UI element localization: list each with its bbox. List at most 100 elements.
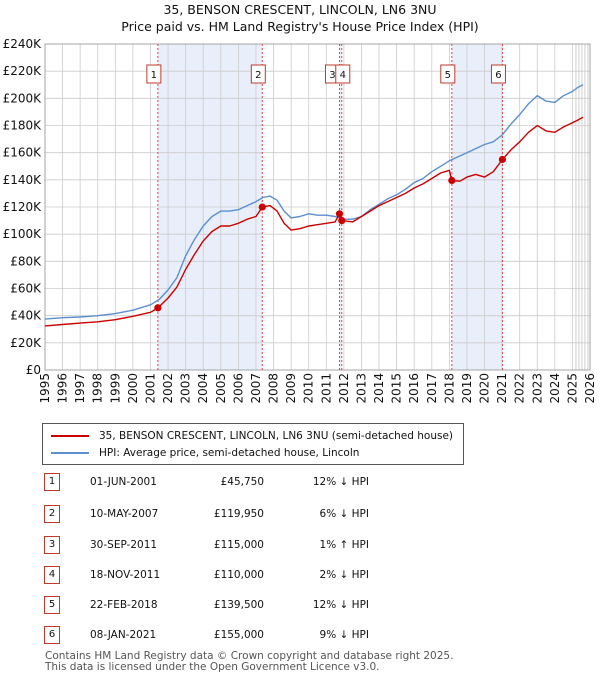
y-tick-label: £80K: [10, 254, 42, 268]
x-tick-label: 2010: [302, 373, 316, 404]
x-tick-label: 2012: [337, 373, 351, 404]
sale-price: £45,750: [220, 476, 264, 488]
x-tick-label: 2020: [478, 373, 492, 404]
x-tick-label: 2009: [284, 373, 298, 404]
x-tick-label: 1999: [108, 373, 122, 404]
sale-date: 30-SEP-2011: [90, 539, 158, 551]
sale-price: £119,950: [213, 508, 264, 520]
sale-number-box-label: 3: [329, 70, 335, 81]
x-tick-label: 2004: [196, 373, 210, 404]
x-tick-label: 2001: [143, 373, 157, 404]
x-tick-label: 2015: [390, 373, 404, 404]
sale-number-badge: 1: [44, 473, 60, 491]
table-row: 5 22-FEB-2018 £139,500 12% ↓ HPI: [42, 596, 442, 616]
x-tick-label: 1997: [73, 373, 87, 404]
sale-point: [338, 216, 346, 225]
x-tick-label: 1995: [38, 373, 52, 404]
x-tick-label: 2003: [179, 373, 193, 404]
legend-red-label: 35, BENSON CRESCENT, LINCOLN, LN6 3NU (s…: [99, 430, 454, 442]
table-row: 6 08-JAN-2021 £155,000 9% ↓ HPI: [42, 626, 442, 646]
sale-number-box: [490, 64, 506, 84]
y-tick-label: £140K: [3, 173, 43, 187]
chart-title-line2: Price paid vs. HM Land Registry's House …: [121, 19, 479, 34]
sale-number-box: [440, 64, 456, 84]
legend-entry-price-paid: 35, BENSON CRESCENT, LINCOLN, LN6 3NU (s…: [51, 428, 453, 444]
sale-number-badge: 2: [44, 505, 60, 523]
x-tick-label: 2026: [583, 373, 597, 404]
sale-hpi-diff: 12% ↓ HPI: [312, 599, 369, 611]
sale-date: 01-JUN-2001: [90, 476, 157, 488]
x-tick-label: 2025: [565, 373, 579, 404]
table-row: 2 10-MAY-2007 £119,950 6% ↓ HPI: [42, 505, 442, 525]
sale-date: 18-NOV-2011: [90, 569, 161, 581]
y-tick-label: £20K: [10, 336, 42, 350]
y-tick-label: £60K: [10, 282, 42, 296]
sale-price: £155,000: [213, 629, 264, 641]
x-tick-label: 2016: [407, 373, 421, 404]
y-tick-label: £100K: [3, 227, 43, 241]
legend-blue-line-swatch: [51, 452, 89, 454]
x-tick-label: 2007: [249, 373, 263, 404]
sale-point: [448, 176, 456, 185]
x-tick-label: 2017: [425, 373, 439, 404]
sale-point: [258, 203, 266, 211]
x-tick-label: 2014: [372, 373, 386, 404]
price-chart: £0 £20K £40K £60K £80K £100K £120K £140K £160K £1…: [3, 37, 597, 404]
sale-date: 08-JAN-2021: [90, 629, 157, 641]
x-tick-label: 1998: [91, 373, 105, 404]
sale-hpi-diff: 6% ↓ HPI: [319, 508, 369, 520]
sale-number-badge: 5: [44, 596, 60, 614]
y-tick-label: £240K: [3, 37, 43, 51]
sale-price: £139,500: [213, 599, 264, 611]
plot-frame: [44, 43, 591, 371]
sale-number-box-label: 6: [495, 70, 501, 81]
licence-text: This data is licensed under the Open Gov…: [45, 661, 380, 673]
sale-point: [498, 155, 507, 164]
sale-hpi-diff: 12% ↓ HPI: [312, 476, 369, 488]
legend-red-line-swatch: [51, 435, 89, 437]
sale-date: 10-MAY-2007: [90, 508, 159, 520]
sale-number-box-label: 1: [151, 70, 157, 81]
y-tick-label: £180K: [3, 119, 43, 133]
sale-point: [154, 304, 162, 312]
sale-price: £110,000: [213, 569, 264, 581]
sale-number-box-label: 4: [340, 70, 346, 81]
x-tick-label: 2021: [495, 373, 509, 404]
legend-blue-label: HPI: Average price, semi-detached house,…: [99, 447, 360, 459]
sale-number-box-label: 5: [445, 70, 451, 81]
x-tick-label: 2006: [231, 373, 245, 404]
chart-title-line1: 35, BENSON CRESCENT, LINCOLN, LN6 3NU: [163, 2, 437, 17]
sale-number-badge: 3: [44, 536, 60, 554]
sale-price: £115,000: [213, 539, 264, 551]
sale-number-box-label: 2: [255, 70, 261, 81]
x-tick-label: 2018: [442, 373, 456, 404]
y-tick-label: £120K: [3, 200, 43, 214]
x-tick-label: 2005: [214, 373, 228, 404]
x-tick-label: 1996: [56, 373, 70, 404]
x-tick-label: 2000: [126, 373, 140, 404]
sale-number-box: [250, 64, 266, 84]
copyright-text: Contains HM Land Registry data © Crown c…: [45, 650, 454, 662]
sale-number-badge: 6: [44, 626, 60, 644]
y-tick-label: £40K: [10, 309, 42, 323]
x-tick-label: 2013: [354, 373, 368, 404]
y-tick-label: £160K: [3, 146, 43, 160]
sale-number-badge: 4: [44, 566, 60, 584]
y-tick-label: £200K: [3, 91, 43, 105]
x-tick-label: 2024: [548, 373, 562, 404]
table-row: 3 30-SEP-2011 £115,000 1% ↑ HPI: [42, 536, 442, 556]
sale-point: [335, 210, 344, 218]
footer: Contains HM Land Registry data © Crown c…: [45, 651, 453, 673]
sale-hpi-diff: 1% ↑ HPI: [319, 539, 369, 551]
x-tick-label: 2011: [319, 373, 333, 404]
y-tick-label: £0: [26, 363, 41, 377]
sale-hpi-diff: 2% ↓ HPI: [319, 569, 369, 581]
table-row: 1 01-JUN-2001 £45,750 12% ↓ HPI: [42, 473, 442, 493]
sale-date: 22-FEB-2018: [90, 599, 158, 611]
x-tick-label: 2002: [161, 373, 175, 404]
x-tick-label: 2019: [460, 373, 474, 404]
legend: 35, BENSON CRESCENT, LINCOLN, LN6 3NU (s…: [42, 423, 464, 465]
x-tick-label: 2023: [530, 373, 544, 404]
sale-number-box: [146, 64, 162, 84]
legend-entry-hpi: HPI: Average price, semi-detached house,…: [51, 445, 359, 461]
